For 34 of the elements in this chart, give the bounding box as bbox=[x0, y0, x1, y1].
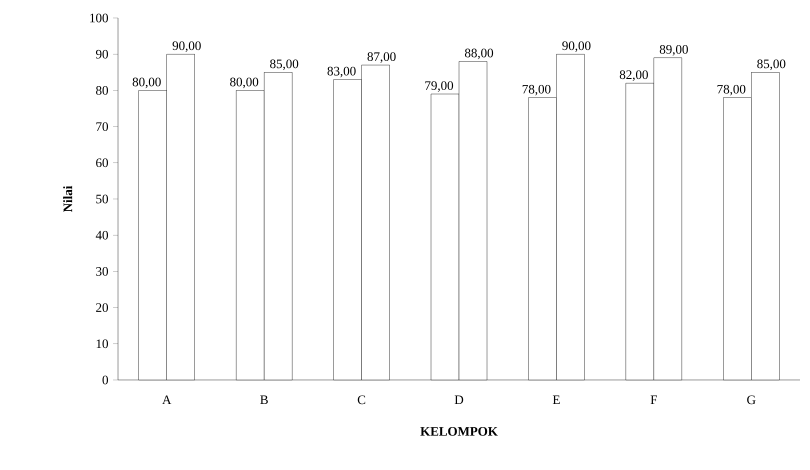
x-tick-label: G bbox=[747, 396, 756, 404]
y-tick-label: 70 bbox=[96, 122, 108, 131]
x-tick-label: D bbox=[454, 395, 464, 404]
data-label: 79,00 bbox=[425, 81, 454, 92]
data-label: 90,00 bbox=[172, 41, 201, 52]
data-label: 78,00 bbox=[522, 84, 551, 96]
data-label: 85,00 bbox=[757, 59, 786, 70]
data-label: 89,00 bbox=[660, 45, 688, 56]
y-tick-label: 60 bbox=[96, 158, 108, 168]
y-tick-label: 10 bbox=[96, 339, 108, 348]
x-tick-label: A bbox=[162, 396, 172, 404]
y-tick-label: 30 bbox=[96, 267, 108, 276]
y-tick-label: 40 bbox=[96, 230, 108, 240]
x-tick-label: F bbox=[650, 395, 657, 404]
y-tick-label: 20 bbox=[96, 303, 108, 312]
y-tick-label: 50 bbox=[96, 194, 108, 204]
data-label: 87,00 bbox=[368, 52, 396, 63]
data-label: 82,00 bbox=[620, 70, 648, 81]
x-tick-label: C bbox=[358, 396, 366, 404]
y-axis-title: Nilai bbox=[63, 186, 72, 212]
data-label: 90,00 bbox=[562, 41, 591, 52]
data-label: 85,00 bbox=[270, 59, 298, 70]
data-label: 78,00 bbox=[718, 84, 746, 96]
y-tick-label: 80 bbox=[96, 86, 108, 95]
data-label: 80,00 bbox=[132, 78, 161, 88]
data-label: 80,00 bbox=[230, 78, 258, 88]
x-tick-label: B bbox=[260, 395, 268, 404]
y-tick-label: 100 bbox=[90, 14, 108, 22]
y-tick-label: 0 bbox=[102, 376, 108, 384]
x-tick-label: E bbox=[552, 395, 560, 404]
data-label: 88,00 bbox=[464, 48, 494, 60]
y-tick-label: 90 bbox=[96, 50, 108, 59]
data-label: 83,00 bbox=[328, 66, 356, 78]
x-axis-title: KELOMPOK bbox=[420, 427, 498, 436]
